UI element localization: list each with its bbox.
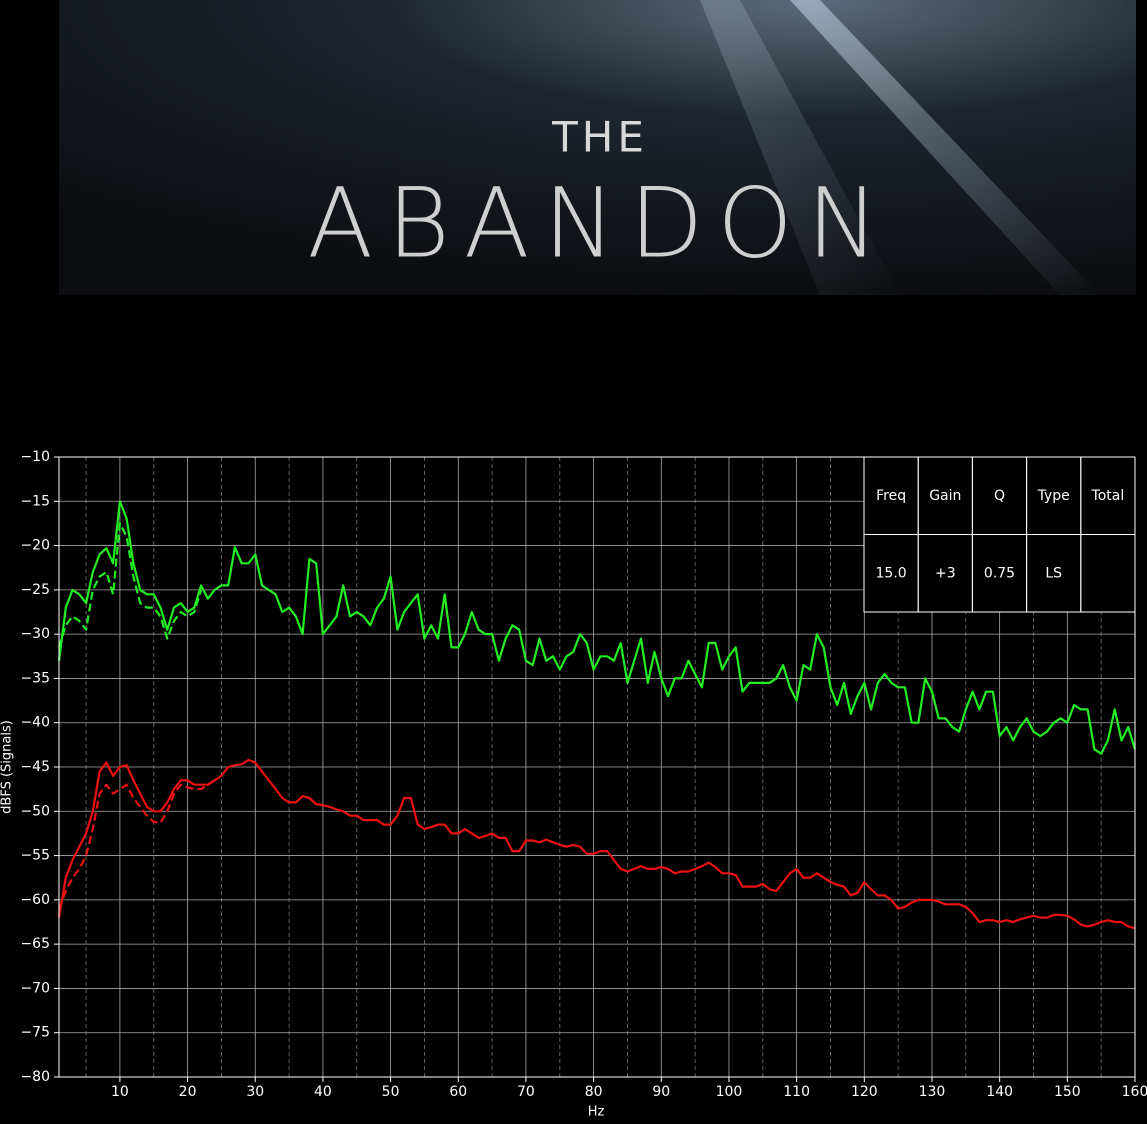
x-tick-label: 110 <box>783 1084 810 1100</box>
y-tick-label: −60 <box>20 892 50 908</box>
x-tick-label: 80 <box>585 1084 603 1100</box>
x-tick-label: 140 <box>986 1084 1013 1100</box>
y-tick-label: −50 <box>20 803 50 819</box>
y-tick-label: −20 <box>20 538 50 554</box>
x-tick-label: 100 <box>716 1084 743 1100</box>
table-header: Freq <box>876 488 906 504</box>
y-tick-label: −75 <box>20 1025 50 1041</box>
y-tick-label: −80 <box>20 1069 50 1085</box>
x-tick-label: 70 <box>517 1084 535 1100</box>
plot-frame <box>58 456 1136 1078</box>
x-tick-label: 130 <box>919 1084 946 1100</box>
light-ray <box>700 0 900 295</box>
table-header: Q <box>994 488 1005 504</box>
y-tick-label: −15 <box>20 493 50 509</box>
x-tick-label: 60 <box>449 1084 467 1100</box>
y-tick-label: −10 <box>20 449 50 465</box>
y-tick-label: −35 <box>20 670 50 686</box>
x-tick-label: 50 <box>382 1084 400 1100</box>
y-tick-label: −65 <box>20 936 50 952</box>
series-line <box>57 758 1136 930</box>
y-tick-label: −55 <box>20 848 50 864</box>
x-tick-label: 40 <box>314 1084 332 1100</box>
poster-kicker: THE <box>551 113 648 162</box>
x-tick-label: 90 <box>652 1084 670 1100</box>
x-tick-label: 160 <box>1122 1084 1147 1100</box>
poster-title: ABANDON <box>307 167 892 279</box>
poster: THE ABANDON <box>59 0 1136 295</box>
y-tick-label: −40 <box>20 715 50 731</box>
chart: 10 20 30 40 50 60 70 80 90 100 110 120 130 140 150 160 −… <box>20 449 1147 1100</box>
table-cell-text: 15.0 <box>876 565 907 581</box>
table-cell <box>1080 534 1136 613</box>
series-line <box>57 522 203 648</box>
table-header: Gain <box>929 488 961 504</box>
y-axis-label: dBFS (Signals) <box>0 720 15 814</box>
y-tick-label: −45 <box>20 759 50 775</box>
series-line <box>57 500 1137 755</box>
x-tick-label: 20 <box>179 1084 197 1100</box>
table-cell-text: +3 <box>935 565 956 581</box>
table-cell-text: 0.75 <box>984 565 1015 581</box>
x-tick-label: 120 <box>851 1084 878 1100</box>
light-ray <box>790 0 1100 295</box>
series-line <box>57 779 216 910</box>
y-tick-label: −30 <box>20 626 50 642</box>
y-tick-label: −70 <box>20 980 50 996</box>
y-tick-label: −25 <box>20 582 50 598</box>
x-axis-label: Hz <box>588 1105 605 1120</box>
x-tick-label: 150 <box>1054 1084 1081 1100</box>
table-cell-text: LS <box>1045 565 1062 581</box>
x-tick-label: 30 <box>246 1084 264 1100</box>
table-header: Type <box>1037 488 1070 504</box>
table-header: Total <box>1091 488 1125 504</box>
x-tick-label: 10 <box>111 1084 129 1100</box>
